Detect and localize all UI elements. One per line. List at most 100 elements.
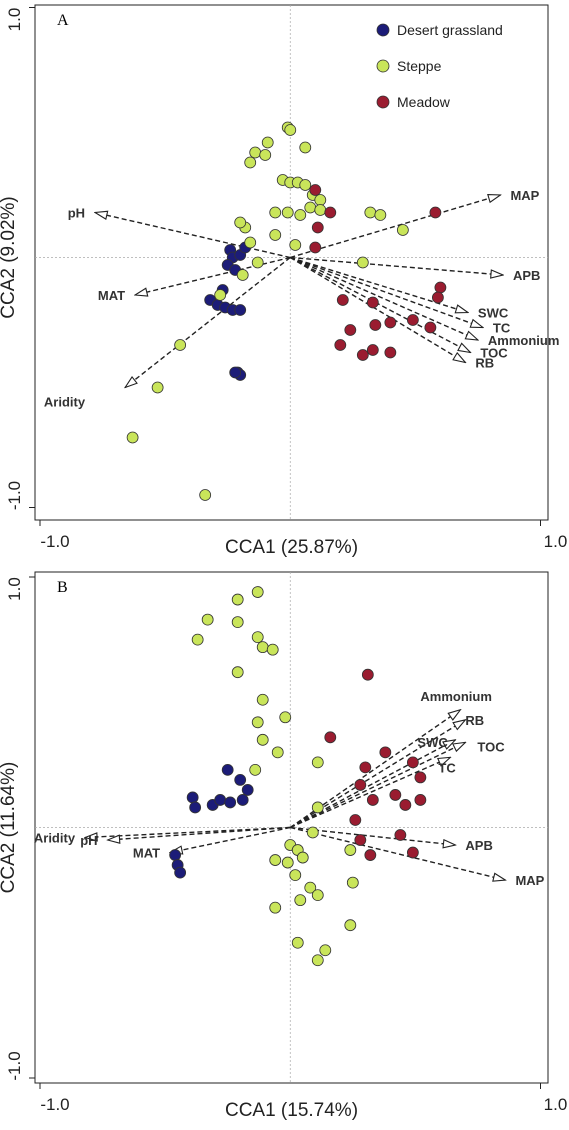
- vector-label: Ammonium: [488, 333, 560, 348]
- vector-arrow: [289, 256, 465, 363]
- point: [309, 241, 322, 254]
- point: [169, 849, 182, 861]
- point: [296, 851, 309, 864]
- vector-label: RB: [475, 356, 494, 371]
- x-tick-label: 1.0: [544, 532, 568, 551]
- point: [229, 366, 242, 379]
- legend-label: Desert grassland: [397, 22, 503, 38]
- point: [429, 206, 442, 219]
- point: [394, 829, 407, 841]
- point: [251, 586, 264, 598]
- point: [431, 291, 444, 304]
- point: [199, 489, 212, 501]
- point: [201, 613, 214, 626]
- legend-label: Steppe: [397, 58, 442, 74]
- vector-label: SWC: [417, 735, 448, 750]
- point: [259, 149, 272, 161]
- point: [406, 756, 419, 769]
- vector-arrow: [95, 213, 291, 259]
- point: [384, 316, 397, 329]
- point: [269, 854, 282, 866]
- point: [334, 339, 347, 351]
- point: [261, 136, 274, 149]
- point: [406, 846, 419, 859]
- point: [214, 289, 227, 301]
- y-tick-label: -1.0: [5, 1051, 24, 1080]
- point: [269, 901, 282, 914]
- point: [281, 206, 294, 219]
- point: [234, 304, 247, 316]
- vector-label: MAP: [515, 873, 544, 888]
- point: [231, 666, 244, 679]
- point: [284, 124, 297, 136]
- vector-arrow: [289, 740, 455, 829]
- panel: A -1.0 1.0 -1.0 1.0 CCA1 (25.87%) CCA2 (9.02%)…: [0, 4, 568, 558]
- vector-arrow: [135, 256, 291, 296]
- vector-label: pH: [80, 833, 97, 848]
- point: [269, 206, 282, 219]
- point: [311, 801, 324, 814]
- vector-arrow: [85, 826, 291, 838]
- panel-label: A: [57, 12, 69, 29]
- point: [299, 179, 312, 191]
- point: [186, 791, 199, 804]
- point: [344, 324, 357, 336]
- point: [364, 849, 377, 861]
- point: [251, 256, 264, 269]
- vector-label: RB: [465, 713, 484, 728]
- point: [294, 209, 307, 221]
- point: [231, 616, 244, 628]
- point: [304, 881, 317, 894]
- point: [244, 236, 257, 249]
- point: [356, 349, 369, 361]
- point: [319, 944, 332, 957]
- point: [344, 844, 357, 856]
- vector-label: TC: [493, 321, 511, 336]
- point: [434, 281, 447, 294]
- point: [324, 206, 337, 219]
- x-tick-label: 1.0: [544, 1095, 568, 1114]
- panel: B -1.0 1.0 -1.0 1.0 CCA1 (15.74%) CCA2 (11.64%…: [0, 571, 568, 1121]
- point: [244, 156, 257, 169]
- point: [304, 201, 317, 214]
- vector-arrow: [125, 256, 291, 388]
- vector-arrow: [290, 195, 500, 259]
- point: [311, 954, 324, 967]
- point: [189, 801, 202, 814]
- point: [356, 256, 369, 269]
- point: [311, 756, 324, 769]
- vector-arrow: [289, 757, 450, 829]
- point: [174, 339, 187, 351]
- point: [231, 593, 244, 606]
- point: [256, 733, 269, 746]
- point: [384, 346, 397, 359]
- panel-label: B: [57, 579, 68, 596]
- y-tick-label: 1.0: [5, 577, 24, 601]
- point: [366, 296, 379, 309]
- point: [406, 314, 419, 326]
- point: [414, 794, 427, 806]
- point: [266, 643, 279, 656]
- point: [336, 294, 349, 306]
- point: [224, 796, 237, 809]
- point: [366, 794, 379, 806]
- point: [241, 784, 254, 796]
- point: [359, 761, 372, 774]
- point: [191, 633, 204, 646]
- point: [396, 224, 409, 236]
- vector-arrow: [289, 742, 465, 829]
- point: [389, 789, 402, 801]
- vector-label: APB: [465, 838, 492, 853]
- vector-arrow: [290, 256, 483, 329]
- point: [126, 431, 139, 444]
- point: [214, 794, 227, 806]
- point: [174, 866, 187, 879]
- point: [354, 834, 367, 846]
- point: [311, 221, 324, 234]
- point: [234, 774, 247, 786]
- point: [344, 919, 357, 932]
- vector-arrow: [290, 826, 505, 881]
- point: [291, 936, 304, 949]
- point: [289, 239, 302, 251]
- point: [249, 146, 262, 159]
